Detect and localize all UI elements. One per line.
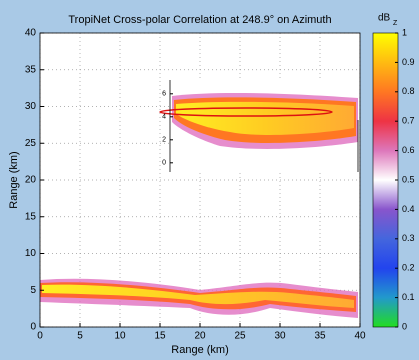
colorbar-tick-label: 1 [402, 27, 407, 37]
colorbar-tick-label: 0 [402, 321, 407, 331]
y-tick-label: 35 [25, 64, 37, 75]
inset-y-tick-label: 2 [162, 137, 166, 144]
y-tick-label: 0 [30, 322, 36, 333]
x-tick-label: 35 [314, 331, 326, 342]
colorbar-tick-label: 0.1 [402, 292, 415, 302]
y-tick-label: 10 [25, 248, 37, 259]
inset-y-tick-label: 6 [162, 91, 166, 98]
colorbar-tick-label: 0.8 [402, 86, 415, 96]
colorbar-tick-label: 0.6 [402, 145, 415, 155]
x-tick-label: 40 [354, 331, 366, 342]
y-tick-label: 30 [25, 101, 37, 112]
colorbar-tick-label: 0.9 [402, 57, 415, 67]
chart-title: TropiNet Cross-polar Correlation at 248.… [68, 14, 331, 26]
x-axis-label: Range (km) [171, 344, 228, 356]
colorbar-tick-label: 0.5 [402, 174, 415, 184]
y-tick-label: 15 [25, 211, 37, 222]
x-tick-label: 0 [37, 331, 43, 342]
y-axis-label: Range (km) [8, 151, 20, 208]
colorbar-tick-label: 0.4 [402, 204, 415, 214]
x-tick-label: 10 [114, 331, 126, 342]
x-tick-label: 15 [154, 331, 166, 342]
colorbar-tick-label: 0.7 [402, 116, 415, 126]
x-tick-label: 20 [194, 331, 206, 342]
x-tick-label: 5 [77, 331, 83, 342]
y-tick-label: 5 [30, 285, 36, 296]
colorbar [373, 33, 398, 327]
colorbar-tick-label: 0.3 [402, 233, 415, 243]
x-tick-label: 30 [274, 331, 286, 342]
colorbar-tick-label: 0.2 [402, 263, 415, 273]
y-tick-label: 20 [25, 175, 37, 186]
y-tick-label: 25 [25, 138, 37, 149]
inset-y-tick-label: 0 [162, 160, 166, 167]
chart: TropiNet Cross-polar Correlation at 248.… [0, 0, 419, 360]
x-tick-label: 25 [234, 331, 246, 342]
colorbar-label: dB [378, 13, 391, 24]
inset-y-tick-label: 4 [162, 114, 166, 121]
colorbar-label-sub: Z [393, 20, 398, 27]
y-tick-label: 40 [25, 28, 37, 39]
